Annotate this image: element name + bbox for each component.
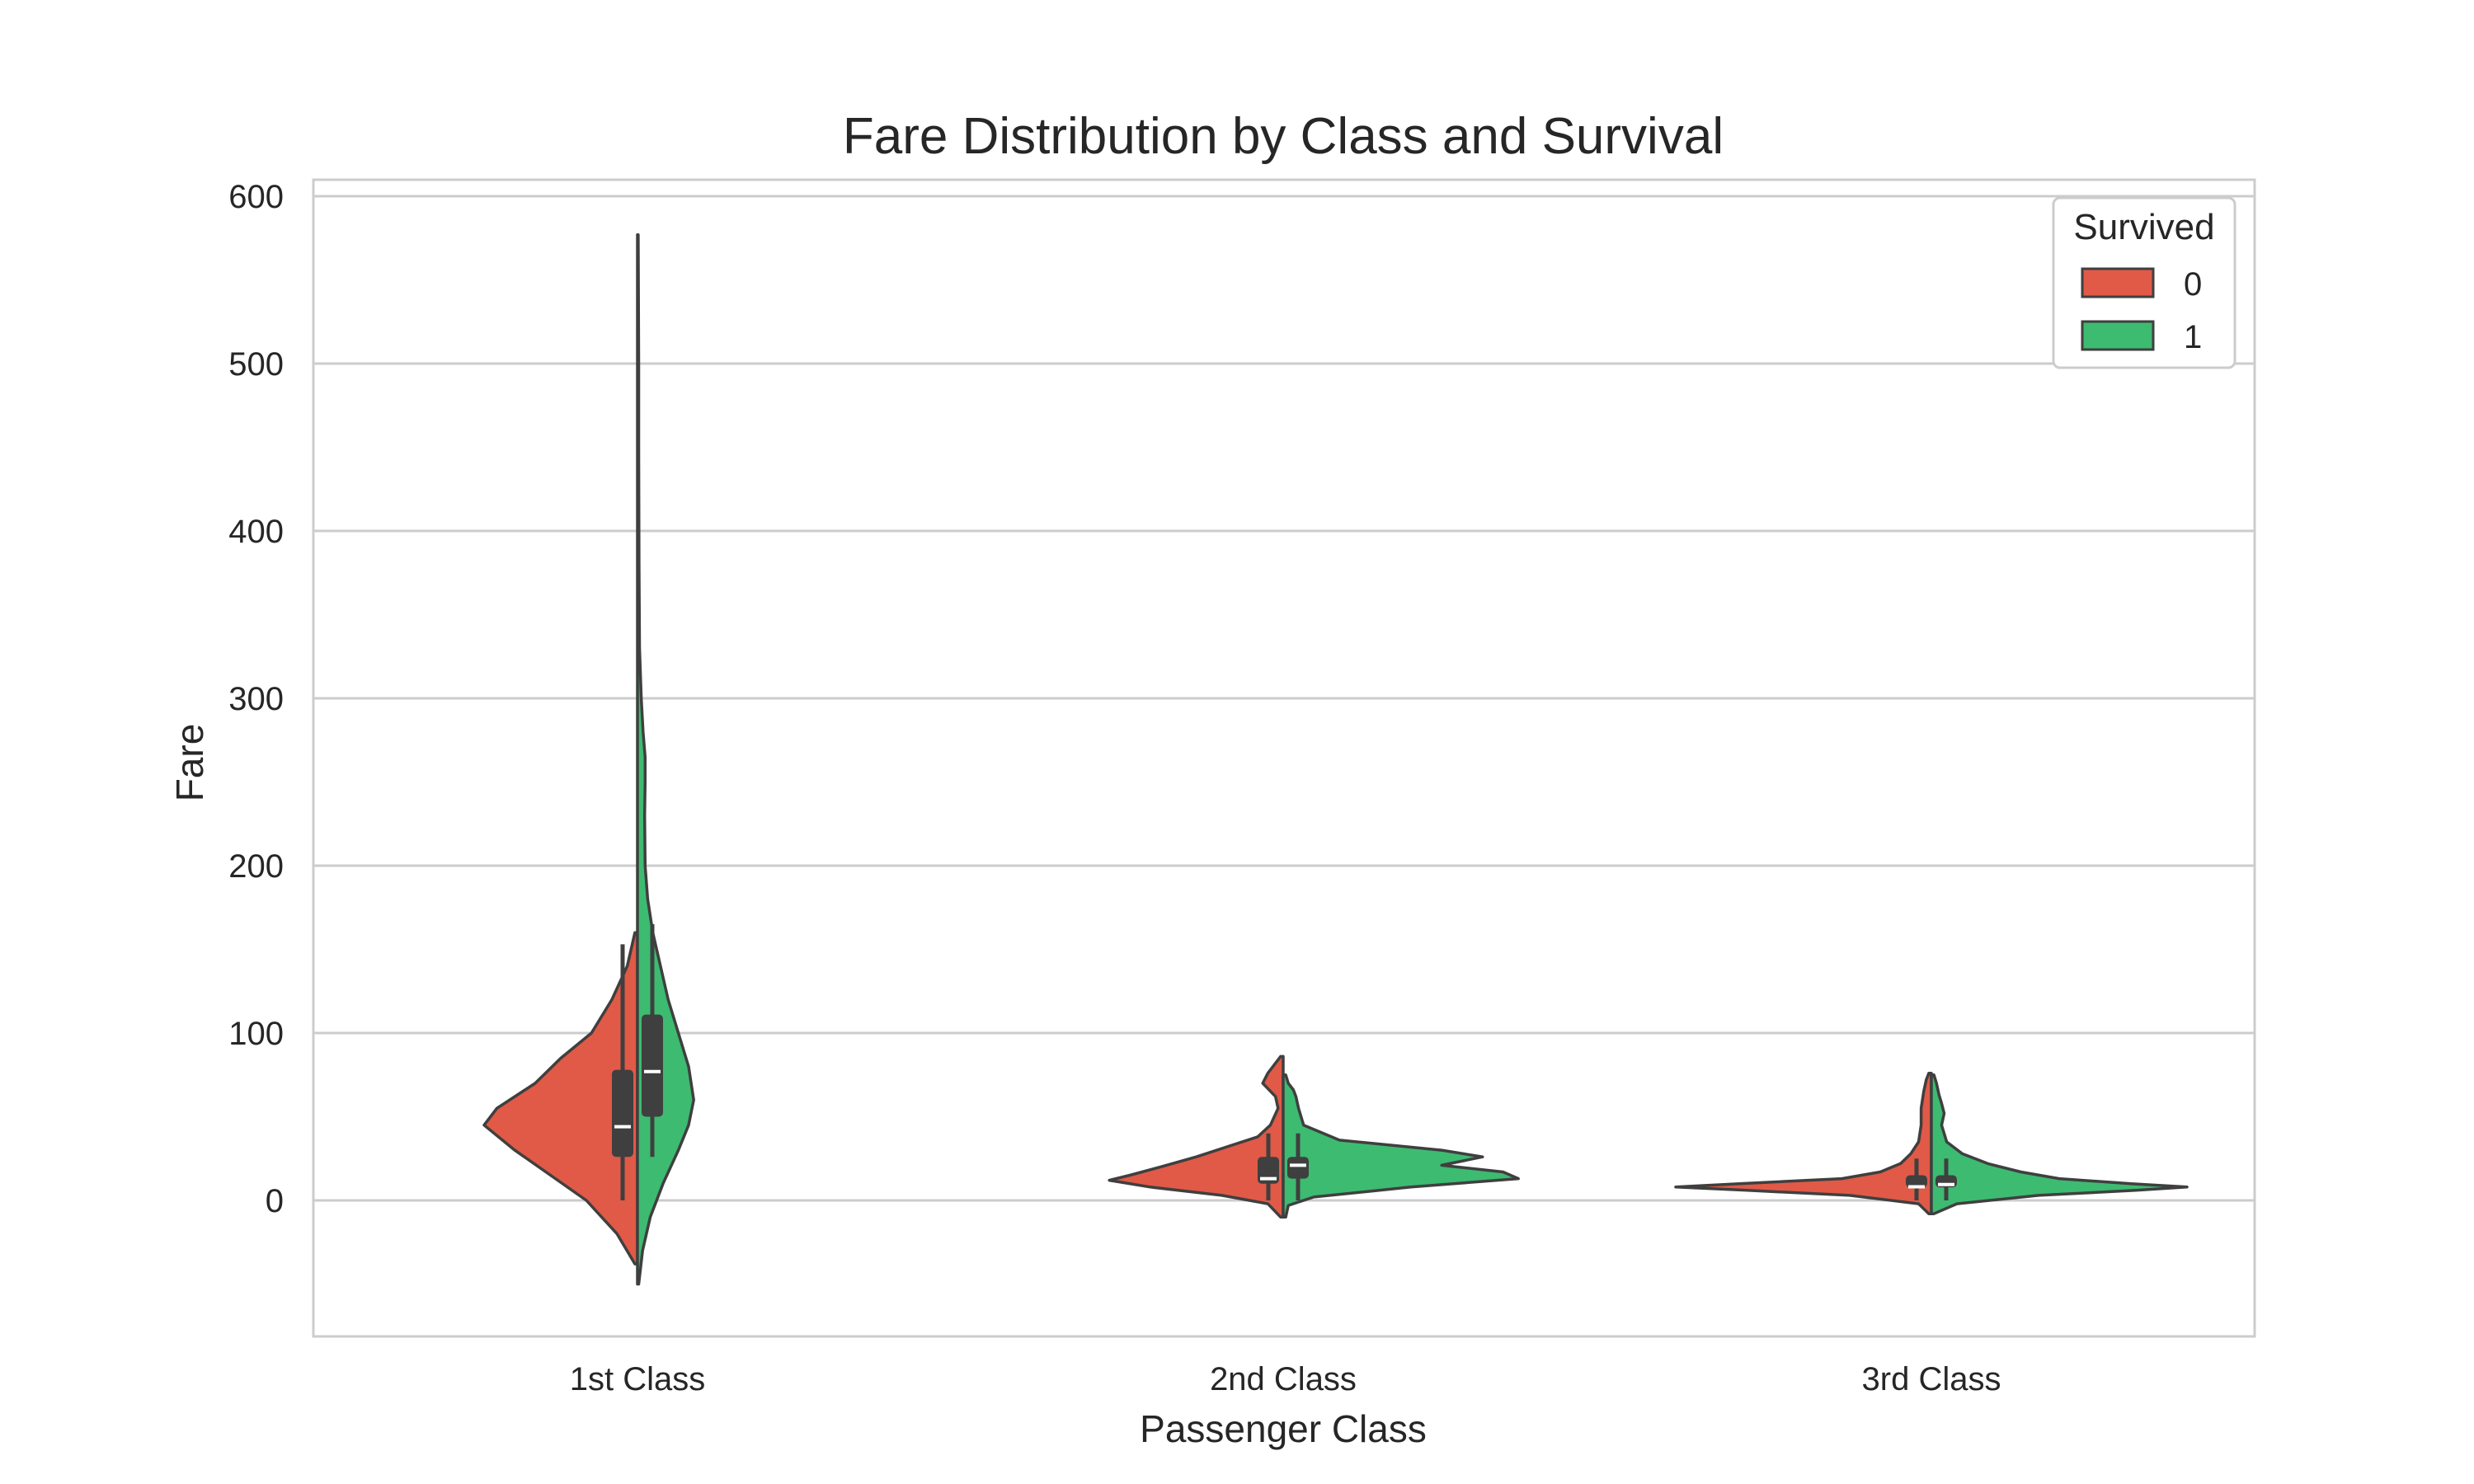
y-tick-label: 600 [228,179,284,215]
violin-0-3rd-class [1674,1071,1933,1215]
violin-1-1st-class [636,232,695,1286]
violin-0-1st-class [482,931,639,1266]
iqr-box [1287,1157,1309,1179]
y-tick-label: 200 [228,848,284,885]
x-tick-label: 1st Class [570,1361,706,1397]
legend-title: Survived [2073,207,2214,247]
y-tick-label: 500 [228,346,284,383]
y-tick-label: 100 [228,1016,284,1052]
plot-frame [312,178,2256,1338]
legend: Survived 0 1 [2052,196,2236,369]
x-axis-ticks: 1st Class 2nd Class 3rd Class [570,1361,2001,1397]
legend-swatch-1 [2081,320,2155,351]
x-axis-label: Passenger Class [1140,1407,1427,1450]
iqr-box [642,1014,663,1117]
y-axis-label: Fare [168,724,211,802]
legend-label-1: 1 [2184,319,2202,355]
iqr-box [1258,1157,1279,1184]
y-axis-ticks: 0 100 200 300 400 500 600 [228,179,284,1219]
chart-title: Fare Distribution by Class and Survival [843,108,1724,165]
violin-1-2nd-class [1282,1073,1520,1219]
y-tick-label: 300 [228,681,284,717]
x-tick-label: 2nd Class [1210,1361,1357,1397]
violin-0-2nd-class [1108,1054,1285,1219]
iqr-box [1906,1175,1927,1188]
iqr-box [612,1069,633,1158]
violin-plots [482,232,2189,1286]
violin-1-3rd-class [1930,1073,2189,1215]
legend-label-0: 0 [2184,266,2202,303]
x-tick-label: 3rd Class [1862,1361,2001,1397]
y-tick-label: 400 [228,514,284,550]
legend-swatch-0 [2081,267,2155,298]
y-tick-label: 0 [266,1183,284,1219]
